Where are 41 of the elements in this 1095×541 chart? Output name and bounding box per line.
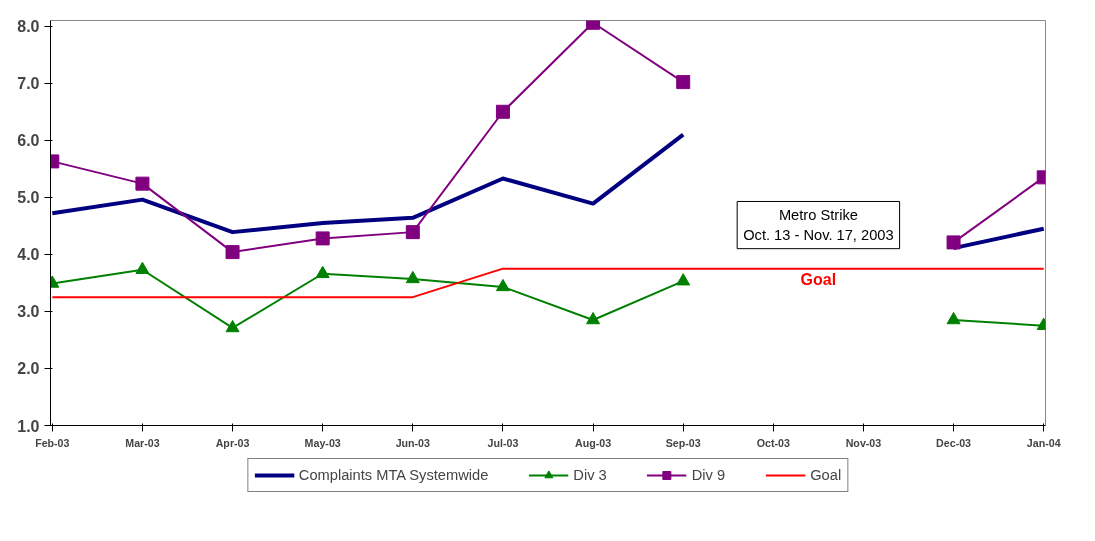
point — [676, 75, 691, 90]
legend-label: Complaints MTA Systemwide — [298, 466, 489, 485]
x-tick-label: Dec-03 — [936, 436, 972, 449]
x-tick-label: Feb-03 — [35, 436, 70, 449]
point — [946, 235, 961, 250]
y-tick-label: 8.0 — [17, 18, 40, 36]
x-tick-label: May-03 — [304, 436, 341, 449]
legend-label: Goal — [810, 466, 842, 485]
x-tick-label: Jan-04 — [1026, 436, 1061, 449]
point — [495, 278, 510, 292]
x-tick-label: Mar-03 — [125, 436, 160, 449]
y-tick-label: 1.0 — [17, 417, 40, 435]
x-tick-label: Jul-03 — [487, 436, 519, 449]
x-tick-label: Apr-03 — [215, 436, 250, 449]
y-tick-label: 4.0 — [17, 246, 40, 264]
point — [405, 225, 420, 240]
x-tick-label: Nov-03 — [845, 436, 882, 449]
x-tick-label: Aug-03 — [575, 436, 612, 449]
y-tick-label: 3.0 — [17, 303, 40, 321]
x-tick-label: Sep-03 — [665, 436, 701, 449]
x-tick-label: Jun-03 — [395, 436, 431, 449]
y-tick-label: 2.0 — [17, 360, 40, 378]
legend-label: Div 3 — [573, 466, 607, 485]
point — [315, 265, 330, 279]
point — [495, 104, 510, 119]
legend-label: Div 9 — [691, 466, 726, 485]
point — [405, 270, 420, 284]
annotation: Metro Strike Oct. 13 - Nov. 17, 2003 — [743, 207, 894, 243]
y-tick-label: 6.0 — [17, 132, 40, 150]
point — [676, 273, 691, 286]
point — [135, 176, 150, 191]
annotation: Goal — [800, 271, 837, 289]
point — [586, 311, 601, 325]
point — [135, 261, 150, 275]
y-tick-label: 5.0 — [17, 189, 40, 207]
y-tick-label: 7.0 — [17, 75, 40, 93]
x-tick-label: Oct-03 — [756, 436, 790, 449]
point — [946, 311, 961, 325]
point — [315, 231, 330, 246]
point — [225, 245, 240, 260]
point — [225, 319, 240, 333]
